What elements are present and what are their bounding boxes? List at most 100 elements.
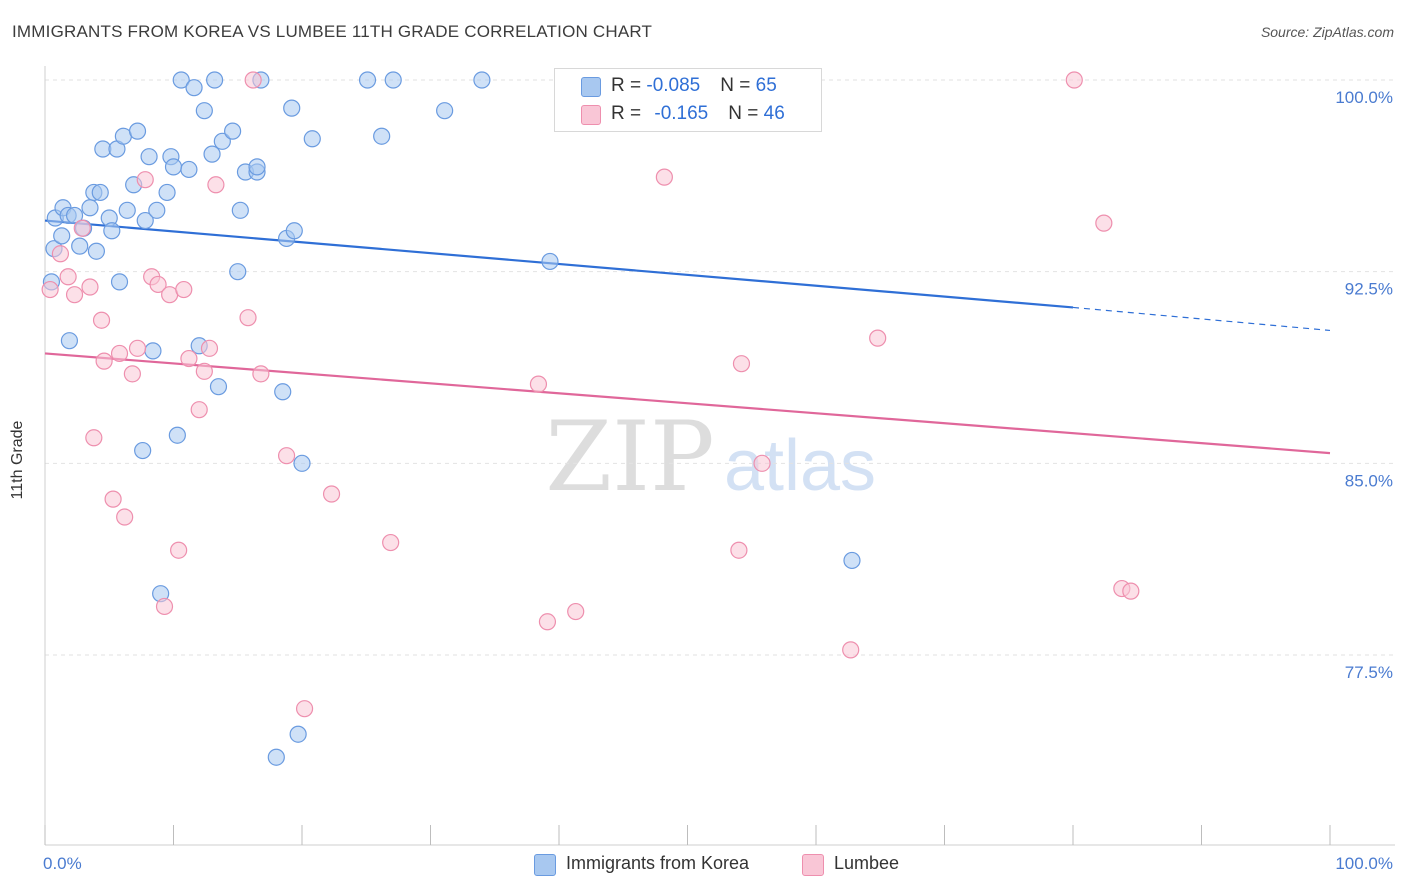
point-korea-60: [436, 102, 454, 120]
point-lumbee-19: [170, 541, 188, 559]
point-lumbee-5: [81, 278, 99, 296]
point-lumbee-41: [869, 329, 887, 347]
legend-text-lumbee: R = -0.165 N = 46: [611, 103, 785, 124]
point-korea-43: [229, 263, 247, 281]
point-lumbee-40: [842, 641, 860, 659]
point-lumbee-32: [382, 533, 400, 552]
point-lumbee-20: [175, 280, 193, 299]
point-korea-53: [285, 222, 303, 240]
y-tick-label-3: 100.0%: [1335, 88, 1393, 107]
point-korea-40: [209, 378, 228, 396]
point-korea-50: [274, 383, 292, 401]
point-lumbee-3: [65, 286, 84, 304]
point-lumbee-27: [244, 71, 262, 89]
point-lumbee-35: [567, 602, 585, 621]
trend-line-dashed-korea: [1072, 306, 1331, 332]
point-lumbee-23: [195, 362, 213, 380]
point-korea-16: [103, 222, 121, 240]
point-korea-42: [224, 122, 242, 140]
x-tick-label-1: 100.0%: [1335, 854, 1393, 873]
point-lumbee-22: [190, 401, 208, 419]
point-lumbee-31: [322, 485, 341, 503]
bottom-legend-label-korea: Immigrants from Korea: [566, 853, 750, 873]
point-lumbee-13: [128, 339, 147, 357]
watermark-zip: ZIP: [545, 401, 714, 513]
point-korea-54: [289, 725, 307, 743]
point-korea-22: [128, 122, 147, 140]
watermark: ZIP atlas: [545, 401, 876, 513]
point-lumbee-33: [529, 375, 548, 393]
y-tick-label-2: 92.5%: [1345, 280, 1393, 299]
point-korea-57: [358, 71, 377, 89]
point-korea-34: [180, 160, 198, 179]
legend-text-korea: R = -0.085 N = 65: [611, 75, 777, 96]
point-korea-44: [231, 201, 249, 219]
point-korea-18: [110, 273, 129, 291]
chart-source: Source: ZipAtlas.com: [1260, 24, 1394, 40]
point-lumbee-25: [207, 176, 225, 194]
point-korea-61: [473, 71, 491, 89]
point-lumbee-2: [59, 268, 77, 286]
point-lumbee-43: [1095, 214, 1113, 232]
point-lumbee-30: [295, 700, 314, 718]
point-lumbee-29: [277, 447, 296, 465]
point-lumbee-7: [92, 311, 111, 329]
point-lumbee-38: [732, 355, 751, 373]
x-tick-label-0: 0.0%: [43, 854, 82, 873]
point-korea-20: [118, 201, 136, 219]
point-korea-7: [65, 206, 84, 225]
point-lumbee-10: [110, 344, 129, 363]
point-korea-55: [293, 454, 311, 472]
point-korea-58: [373, 127, 391, 145]
point-korea-47: [248, 158, 266, 176]
legend-swatch-korea: [581, 77, 601, 97]
point-lumbee-16: [149, 275, 167, 294]
point-korea-25: [140, 148, 158, 166]
y-tick-label-1: 85.0%: [1345, 471, 1393, 490]
point-korea-12: [87, 242, 106, 260]
tick-labels: 77.5% 85.0% 92.5% 100.0% 0.0% 100.0%: [43, 88, 1393, 873]
bottom-legend-label-lumbee: Lumbee: [834, 853, 900, 873]
point-korea-37: [195, 102, 213, 120]
chart-title: IMMIGRANTS FROM KOREA VS LUMBEE 11TH GRA…: [12, 22, 653, 41]
point-korea-26: [144, 342, 162, 360]
point-korea-49: [267, 748, 285, 766]
point-lumbee-6: [85, 429, 103, 447]
data-points: [41, 71, 1140, 766]
axes: [44, 66, 1395, 846]
y-tick-label-0: 77.5%: [1345, 663, 1393, 682]
point-lumbee-11: [116, 508, 134, 526]
point-lumbee-9: [104, 490, 122, 508]
point-korea-64: [843, 551, 861, 570]
point-lumbee-36: [655, 168, 673, 186]
bottom-legend-swatch-lumbee: [802, 854, 824, 876]
bottom-legend-swatch-korea: [534, 854, 556, 876]
point-lumbee-0: [41, 280, 59, 299]
point-korea-31: [164, 158, 183, 176]
point-lumbee-17: [155, 597, 174, 616]
point-lumbee-1: [51, 245, 70, 263]
point-korea-62: [541, 252, 559, 271]
point-korea-52: [283, 99, 301, 117]
point-lumbee-34: [538, 613, 557, 631]
point-korea-56: [303, 130, 321, 148]
point-korea-38: [203, 145, 221, 163]
point-lumbee-45: [1122, 582, 1140, 600]
point-korea-32: [168, 426, 186, 444]
point-lumbee-14: [136, 171, 154, 189]
point-lumbee-39: [753, 454, 771, 472]
point-lumbee-21: [180, 349, 198, 368]
point-korea-10: [81, 199, 99, 217]
point-lumbee-8: [95, 352, 113, 370]
watermark-atlas: atlas: [724, 426, 876, 506]
point-korea-6: [60, 332, 79, 350]
point-lumbee-26: [239, 309, 257, 327]
point-lumbee-28: [252, 365, 270, 383]
point-lumbee-4: [73, 219, 91, 237]
point-korea-3: [53, 227, 71, 245]
correlation-legend: R = -0.085 N = 65 R = -0.165 N = 46: [554, 68, 822, 132]
point-korea-39: [206, 71, 224, 89]
point-lumbee-37: [730, 541, 748, 559]
point-korea-29: [158, 183, 176, 202]
